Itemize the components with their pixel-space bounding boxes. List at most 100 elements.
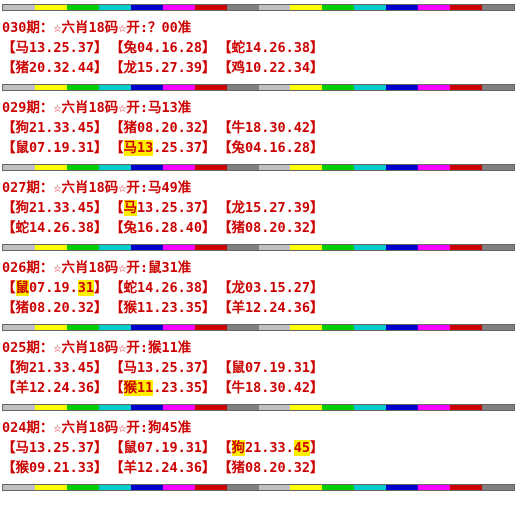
zodiac-number-group: 【马13.25.37】 bbox=[2, 38, 110, 58]
group-text: 【兔04.16.28】 bbox=[110, 40, 216, 56]
zodiac-number-group: 【猪08.20.32】 bbox=[218, 218, 333, 238]
zodiac-number-group: 【狗21.33.45】 bbox=[2, 118, 110, 138]
color-segment bbox=[450, 165, 483, 170]
zodiac-number-group: 【鼠07.19.31】 bbox=[218, 358, 333, 378]
color-segment bbox=[386, 325, 419, 330]
winning-highlight: 31 bbox=[77, 280, 95, 296]
color-segment bbox=[450, 405, 483, 410]
group-text: 【马13.25.37】 bbox=[2, 440, 108, 456]
color-divider-bar bbox=[2, 164, 515, 171]
color-segment bbox=[130, 245, 163, 250]
prediction-block: 029期：☆六肖18码☆开:马13准 【狗21.33.45】 【猪08.20.32】… bbox=[2, 98, 515, 158]
group-text: 【猪08.20.32】 bbox=[110, 120, 216, 136]
zodiac-number-group: 【鼠07.19.31】 bbox=[2, 278, 110, 298]
winning-highlight: 狗 bbox=[231, 440, 245, 456]
zodiac-row: 【狗21.33.45】 【马13.25.37】 【鼠07.19.31】 bbox=[2, 358, 515, 378]
color-segment bbox=[450, 5, 483, 10]
zodiac-row: 【鼠07.19.31】 【马13.25.37】 【兔04.16.28】 bbox=[2, 138, 515, 158]
winning-highlight: 猴11 bbox=[123, 380, 154, 396]
color-segment bbox=[98, 325, 131, 330]
period-title: 025期：☆六肖18码☆开:猴11准 bbox=[2, 340, 192, 356]
color-segment bbox=[322, 85, 355, 90]
group-text: 【蛇14.26.38】 bbox=[2, 220, 108, 236]
zodiac-number-group: 【马13.25.37】 bbox=[110, 198, 218, 218]
group-text: 【牛18.30.42】 bbox=[218, 120, 324, 136]
group-text: 【 bbox=[110, 380, 124, 396]
color-segment bbox=[290, 165, 323, 170]
group-text: 【鸡10.22.34】 bbox=[218, 60, 324, 76]
zodiac-number-group: 【狗21.33.45】 bbox=[2, 358, 110, 378]
prediction-block: 025期：☆六肖18码☆开:猴11准【狗21.33.45】 【马13.25.37】… bbox=[2, 338, 515, 398]
group-text: 【猴09.21.33】 bbox=[2, 460, 108, 476]
color-segment bbox=[98, 405, 131, 410]
zodiac-number-group: 【蛇14.26.38】 bbox=[110, 278, 218, 298]
prediction-block: 024期：☆六肖18码☆开:狗45准 【马13.25.37】 【鼠07.19.31】… bbox=[2, 418, 515, 478]
color-segment bbox=[322, 165, 355, 170]
group-text: 【龙15.27.39】 bbox=[110, 60, 216, 76]
color-divider-bar bbox=[2, 84, 515, 91]
color-segment bbox=[3, 5, 35, 10]
color-segment bbox=[226, 325, 259, 330]
group-text: 【 bbox=[218, 440, 232, 456]
zodiac-row: 【猪20.32.44】 【龙15.27.39】 【鸡10.22.34】 bbox=[2, 58, 515, 78]
period-title: 029期：☆六肖18码☆开:马13准 bbox=[2, 100, 192, 116]
color-segment bbox=[258, 5, 291, 10]
group-text: 【羊12.24.36】 bbox=[218, 300, 324, 316]
color-segment bbox=[482, 165, 514, 170]
color-segment bbox=[162, 325, 195, 330]
color-segment bbox=[66, 405, 99, 410]
winning-highlight: 马 bbox=[123, 200, 137, 216]
color-segment bbox=[3, 485, 35, 490]
zodiac-number-group: 【牛18.30.42】 bbox=[218, 118, 333, 138]
color-segment bbox=[34, 85, 67, 90]
color-segment bbox=[418, 325, 451, 330]
group-text: 13.25.37】 bbox=[137, 200, 216, 216]
group-text: 【兔04.16.28】 bbox=[218, 140, 324, 156]
color-segment bbox=[258, 405, 291, 410]
zodiac-number-group: 【马13.25.37】 bbox=[110, 138, 218, 158]
color-segment bbox=[226, 85, 259, 90]
zodiac-row: 【狗21.33.45】 【马13.25.37】 【龙15.27.39】 bbox=[2, 198, 515, 218]
color-segment bbox=[34, 325, 67, 330]
color-segment bbox=[98, 5, 131, 10]
group-text: 【猪08.20.32】 bbox=[218, 220, 324, 236]
prediction-block: 026期：☆六肖18码☆开:鼠31准 【鼠07.19.31】 【蛇14.26.38】… bbox=[2, 258, 515, 318]
color-segment bbox=[354, 325, 387, 330]
zodiac-number-group: 【兔16.28.40】 bbox=[110, 218, 218, 238]
group-text: 【狗21.33.45】 bbox=[2, 120, 108, 136]
color-segment bbox=[98, 485, 131, 490]
color-segment bbox=[258, 325, 291, 330]
zodiac-number-group: 【兔04.16.28】 bbox=[218, 138, 333, 158]
zodiac-row: 【鼠07.19.31】 【蛇14.26.38】 【龙03.15.27】 bbox=[2, 278, 515, 298]
color-segment bbox=[418, 485, 451, 490]
color-segment bbox=[194, 405, 227, 410]
color-segment bbox=[162, 85, 195, 90]
zodiac-number-group: 【马13.25.37】 bbox=[110, 358, 218, 378]
zodiac-row: 【马13.25.37】 【鼠07.19.31】 【狗21.33.45】 bbox=[2, 438, 515, 458]
prediction-block: 030期：☆六肖18码☆开:？00准【马13.25.37】 【兔04.16.28】… bbox=[2, 18, 515, 78]
color-segment bbox=[386, 5, 419, 10]
group-text: 【狗21.33.45】 bbox=[2, 200, 108, 216]
group-text: 【鼠07.19.31】 bbox=[110, 440, 216, 456]
color-segment bbox=[194, 5, 227, 10]
zodiac-number-group: 【猪08.20.32】 bbox=[2, 298, 110, 318]
zodiac-row: 【狗21.33.45】 【猪08.20.32】 【牛18.30.42】 bbox=[2, 118, 515, 138]
color-segment bbox=[34, 5, 67, 10]
color-segment bbox=[194, 325, 227, 330]
group-text: 【鼠07.19.31】 bbox=[218, 360, 324, 376]
color-segment bbox=[66, 85, 99, 90]
color-segment bbox=[66, 325, 99, 330]
zodiac-number-group: 【牛18.30.42】 bbox=[218, 378, 333, 398]
winning-highlight: 马13 bbox=[123, 140, 154, 156]
period-title: 030期：☆六肖18码☆开:？00准 bbox=[2, 20, 192, 36]
zodiac-number-group: 【蛇14.26.38】 bbox=[218, 38, 333, 58]
zodiac-number-group: 【龙15.27.39】 bbox=[218, 198, 333, 218]
color-segment bbox=[3, 325, 35, 330]
color-segment bbox=[482, 85, 514, 90]
color-segment bbox=[450, 85, 483, 90]
group-text: .23.35】 bbox=[153, 380, 216, 396]
zodiac-number-group: 【龙15.27.39】 bbox=[110, 58, 218, 78]
color-segment bbox=[386, 485, 419, 490]
zodiac-number-group: 【龙03.15.27】 bbox=[218, 278, 333, 298]
color-segment bbox=[3, 165, 35, 170]
